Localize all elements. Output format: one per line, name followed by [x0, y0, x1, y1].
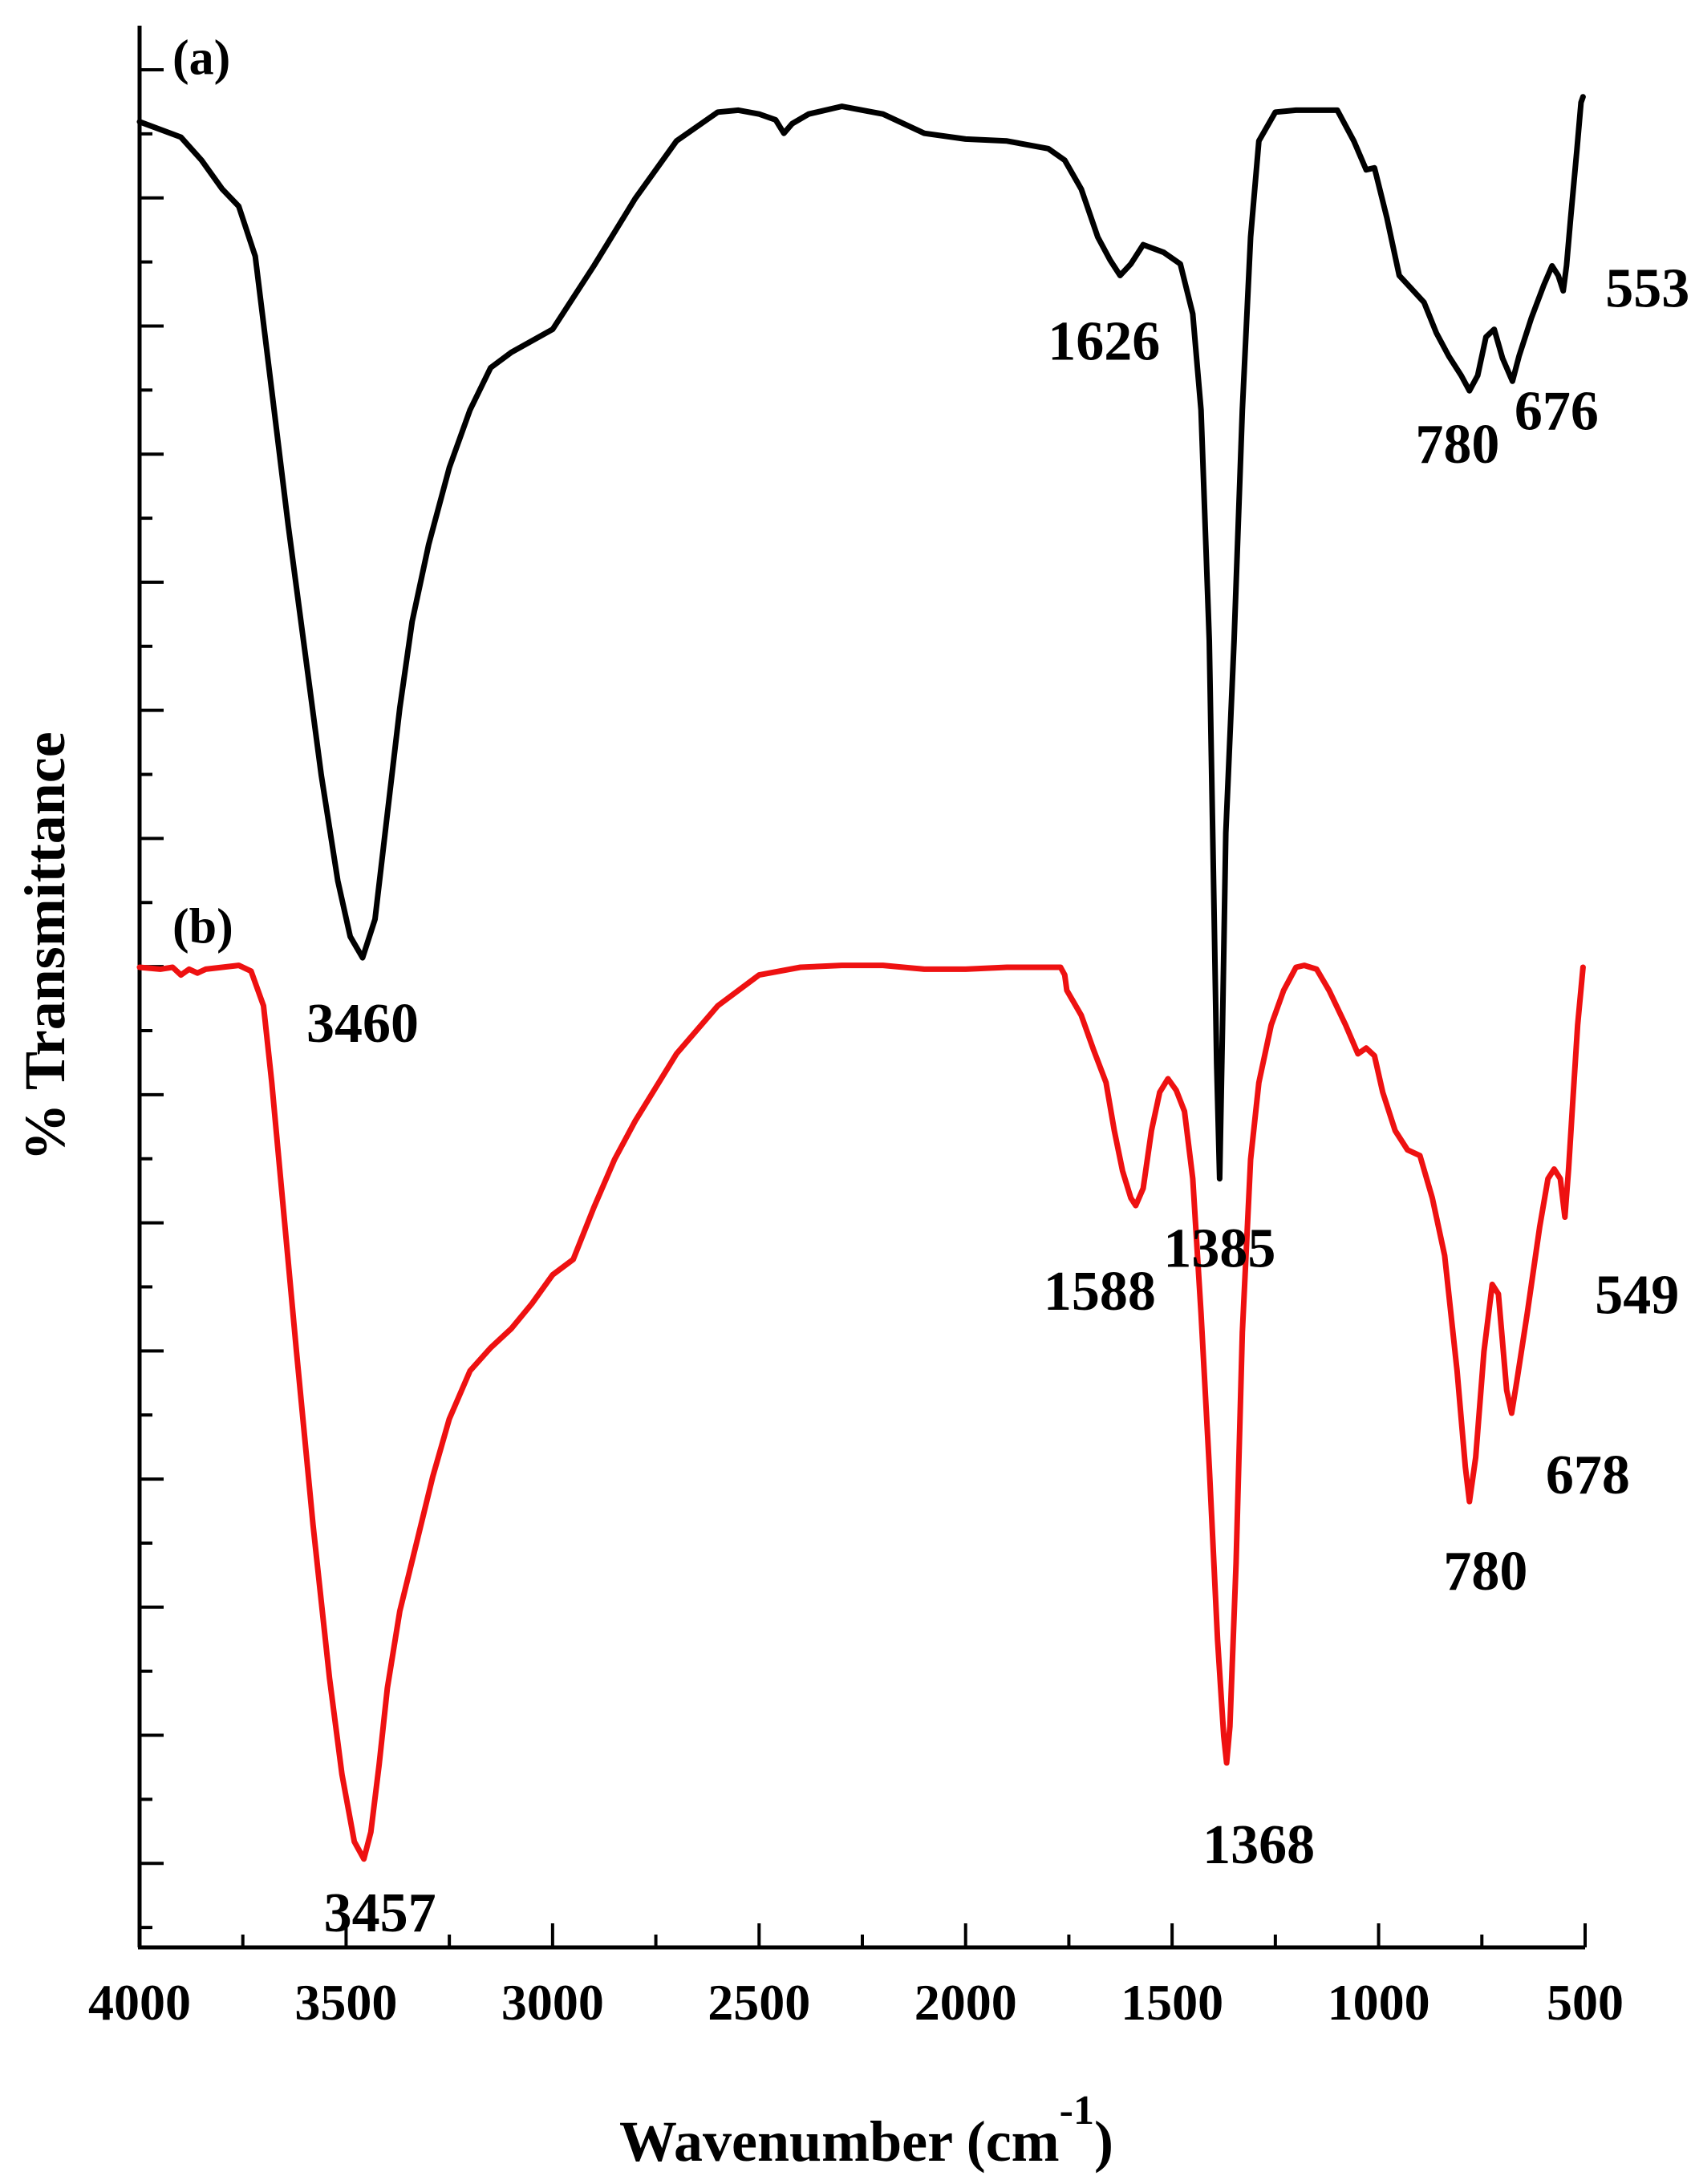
peak-label-a-1626: 1626 — [1048, 310, 1160, 372]
peak-label-b-3457: 3457 — [324, 1882, 436, 1944]
x-axis-title-superscript: -1 — [1060, 2088, 1094, 2133]
peak-label-b-780: 780 — [1443, 1541, 1527, 1603]
x-axis-title: Wavenumber (cm-1) — [619, 2088, 1113, 2174]
x-tick-label: 1000 — [1328, 1974, 1430, 2031]
x-tick-label: 3000 — [501, 1974, 604, 2031]
peak-label-b-549: 549 — [1595, 1265, 1679, 1327]
peak-label-a-553: 553 — [1605, 258, 1689, 320]
peak-label-b-678: 678 — [1546, 1445, 1630, 1506]
peak-label-b-1588: 1588 — [1044, 1261, 1156, 1323]
x-tick-label: 2000 — [914, 1974, 1017, 2031]
x-tick-label: 500 — [1547, 1974, 1624, 2031]
axes: 4000 3500 3000 2500 2000 1500 1000 500 — [88, 26, 1624, 2031]
x-tick-label: 4000 — [88, 1974, 191, 2031]
x-tick-label: 2500 — [708, 1974, 810, 2031]
y-axis-title: % Transmittance — [13, 731, 77, 1161]
peak-label-a-1385: 1385 — [1163, 1218, 1275, 1280]
peak-label-a-3460: 3460 — [306, 993, 419, 1055]
x-axis-title-main: Wavenumber (cm — [619, 2109, 1060, 2174]
series-line-a — [136, 94, 1586, 1182]
panel-label-a: (a) — [172, 31, 230, 86]
peak-label-b-1368: 1368 — [1202, 1814, 1315, 1876]
x-tick-label: 1500 — [1121, 1974, 1223, 2031]
series-line-b — [136, 962, 1586, 1862]
series-layer — [136, 94, 1586, 1862]
peak-label-a-780: 780 — [1415, 414, 1499, 476]
x-axis-title-suffix: ) — [1094, 2109, 1113, 2174]
x-tick-label: 3500 — [294, 1974, 397, 2031]
panel-label-b: (b) — [172, 900, 233, 954]
peak-label-a-676: 676 — [1515, 380, 1599, 442]
